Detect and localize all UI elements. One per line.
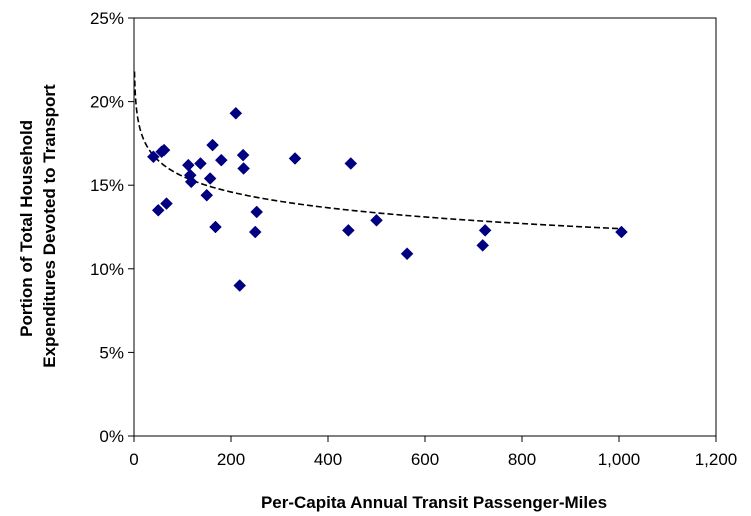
y-axis-title: Portion of Total Household Expenditures …: [17, 84, 59, 368]
x-tick-label: 800: [508, 450, 536, 469]
data-points: [147, 107, 627, 291]
y-tick-label: 15%: [90, 176, 124, 195]
y-axis-title-line-2: Expenditures Devoted to Transport: [40, 84, 59, 368]
data-point: [371, 214, 383, 226]
axes: 0 200 400 600 800 1,000 1,200 0% 5% 10% 15% 20% 25%: [90, 9, 737, 469]
x-tick-label: 200: [217, 450, 245, 469]
data-point: [479, 224, 491, 236]
x-tick-label: 1,200: [695, 450, 738, 469]
trendline: [134, 71, 619, 228]
data-point: [194, 157, 206, 169]
y-tick-label: 25%: [90, 9, 124, 28]
x-axis-title: Per-Capita Annual Transit Passenger-Mile…: [261, 493, 607, 512]
data-point: [238, 162, 250, 174]
data-point: [289, 152, 301, 164]
data-point: [207, 139, 219, 151]
data-point: [234, 280, 246, 292]
data-point: [477, 239, 489, 251]
y-tick-label: 5%: [99, 343, 124, 362]
y-tick-label: 20%: [90, 93, 124, 112]
x-tick-label: 400: [314, 450, 342, 469]
data-point: [342, 224, 354, 236]
data-point: [204, 173, 216, 185]
data-point: [251, 206, 263, 218]
data-point: [230, 107, 242, 119]
data-point: [209, 221, 221, 233]
y-tick-label: 0%: [99, 427, 124, 446]
data-point: [345, 157, 357, 169]
data-point: [201, 189, 213, 201]
trendline-layer: [134, 71, 619, 228]
data-point: [160, 198, 172, 210]
data-point: [401, 248, 413, 260]
data-point: [237, 149, 249, 161]
x-tick-label: 600: [411, 450, 439, 469]
data-point: [182, 159, 194, 171]
x-tick-label: 0: [129, 450, 138, 469]
y-axis-title-line-1: Portion of Total Household: [17, 120, 36, 337]
data-point: [152, 204, 164, 216]
y-tick-label: 10%: [90, 260, 124, 279]
axis-labels: Per-Capita Annual Transit Passenger-Mile…: [17, 84, 607, 512]
data-point: [249, 226, 261, 238]
x-tick-label: 1,000: [598, 450, 641, 469]
data-point: [215, 154, 227, 166]
